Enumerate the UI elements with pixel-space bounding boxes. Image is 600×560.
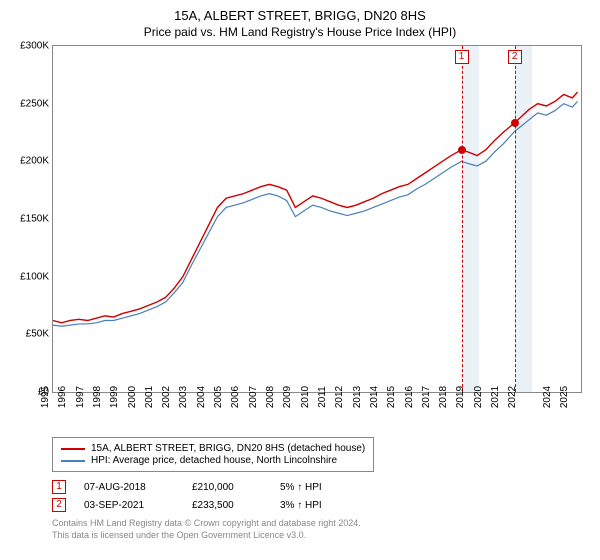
y-tick-label: £100K (20, 271, 49, 282)
marker-dot (511, 119, 519, 127)
x-tick-label: 2007 (248, 386, 259, 408)
x-tick-label: 2021 (490, 386, 501, 408)
x-tick-label: 2012 (334, 386, 345, 408)
x-tick-label: 1999 (109, 386, 120, 408)
legend-item: 15A, ALBERT STREET, BRIGG, DN20 8HS (det… (61, 443, 365, 454)
x-tick-label: 2024 (542, 386, 553, 408)
chart-plot-area: £0£50K£100K£150K£200K£250K£300K 12 (52, 45, 582, 393)
x-tick-label: 2019 (455, 386, 466, 408)
x-tick-label: 1998 (92, 386, 103, 408)
data-table: 1 07-AUG-2018 £210,000 5% ↑ HPI 2 03-SEP-2021… (52, 480, 588, 512)
x-tick-label: 2000 (127, 386, 138, 408)
x-tick-label: 2022 (507, 386, 518, 408)
x-tick-label: 2011 (317, 386, 328, 408)
y-tick-label: £50K (26, 329, 49, 340)
footer-line-1: Contains HM Land Registry data © Crown c… (52, 518, 588, 530)
y-tick-label: £200K (20, 156, 49, 167)
marker-line (462, 46, 463, 392)
x-tick-label: 2014 (369, 386, 380, 408)
legend-line-icon (61, 448, 85, 450)
y-axis: £0£50K£100K£150K£200K£250K£300K (13, 46, 51, 392)
x-tick-label: 2002 (161, 386, 172, 408)
x-axis: 1995199619971998199920002001200220032004… (40, 393, 594, 433)
x-tick-label: 2006 (230, 386, 241, 408)
x-tick-label: 1997 (75, 386, 86, 408)
marker-line (515, 46, 516, 392)
data-row-price: £233,500 (192, 500, 262, 511)
marker-box: 2 (508, 50, 522, 64)
page-title: 15A, ALBERT STREET, BRIGG, DN20 8HS (12, 8, 588, 23)
x-tick-label: 2003 (178, 386, 189, 408)
series-property (53, 92, 578, 323)
x-tick-label: 2020 (473, 386, 484, 408)
data-row: 2 03-SEP-2021 £233,500 3% ↑ HPI (52, 498, 588, 512)
legend-item: HPI: Average price, detached house, Nort… (61, 455, 365, 466)
data-row-pct: 3% ↑ HPI (280, 500, 350, 511)
y-tick-label: £250K (20, 98, 49, 109)
legend-label: 15A, ALBERT STREET, BRIGG, DN20 8HS (det… (91, 443, 365, 454)
chart-svg (53, 46, 581, 392)
x-tick-label: 2009 (282, 386, 293, 408)
legend-label: HPI: Average price, detached house, Nort… (91, 455, 337, 466)
data-row-price: £210,000 (192, 482, 262, 493)
marker-dot (458, 146, 466, 154)
x-tick-label: 2025 (559, 386, 570, 408)
x-tick-label: 2016 (404, 386, 415, 408)
x-tick-label: 2015 (386, 386, 397, 408)
x-tick-label: 2004 (196, 386, 207, 408)
x-tick-label: 2017 (421, 386, 432, 408)
data-row-date: 07-AUG-2018 (84, 482, 174, 493)
x-tick-label: 1995 (40, 386, 51, 408)
marker-box: 1 (455, 50, 469, 64)
x-tick-label: 2001 (144, 386, 155, 408)
footer-line-2: This data is licensed under the Open Gov… (52, 530, 588, 542)
legend-line-icon (61, 460, 85, 462)
data-row-date: 03-SEP-2021 (84, 500, 174, 511)
x-tick-label: 2018 (438, 386, 449, 408)
series-hpi (53, 101, 578, 326)
footer-attribution: Contains HM Land Registry data © Crown c… (52, 518, 588, 541)
x-tick-label: 1996 (57, 386, 68, 408)
x-tick-label: 2013 (352, 386, 363, 408)
y-tick-label: £150K (20, 214, 49, 225)
x-tick-label: 2010 (300, 386, 311, 408)
data-row-id-box: 1 (52, 480, 66, 494)
data-row-pct: 5% ↑ HPI (280, 482, 350, 493)
y-tick-label: £300K (20, 41, 49, 52)
legend: 15A, ALBERT STREET, BRIGG, DN20 8HS (det… (52, 437, 374, 472)
data-row-id-box: 2 (52, 498, 66, 512)
x-tick-label: 2005 (213, 386, 224, 408)
x-tick-label: 2008 (265, 386, 276, 408)
page-subtitle: Price paid vs. HM Land Registry's House … (12, 25, 588, 39)
data-row: 1 07-AUG-2018 £210,000 5% ↑ HPI (52, 480, 588, 494)
